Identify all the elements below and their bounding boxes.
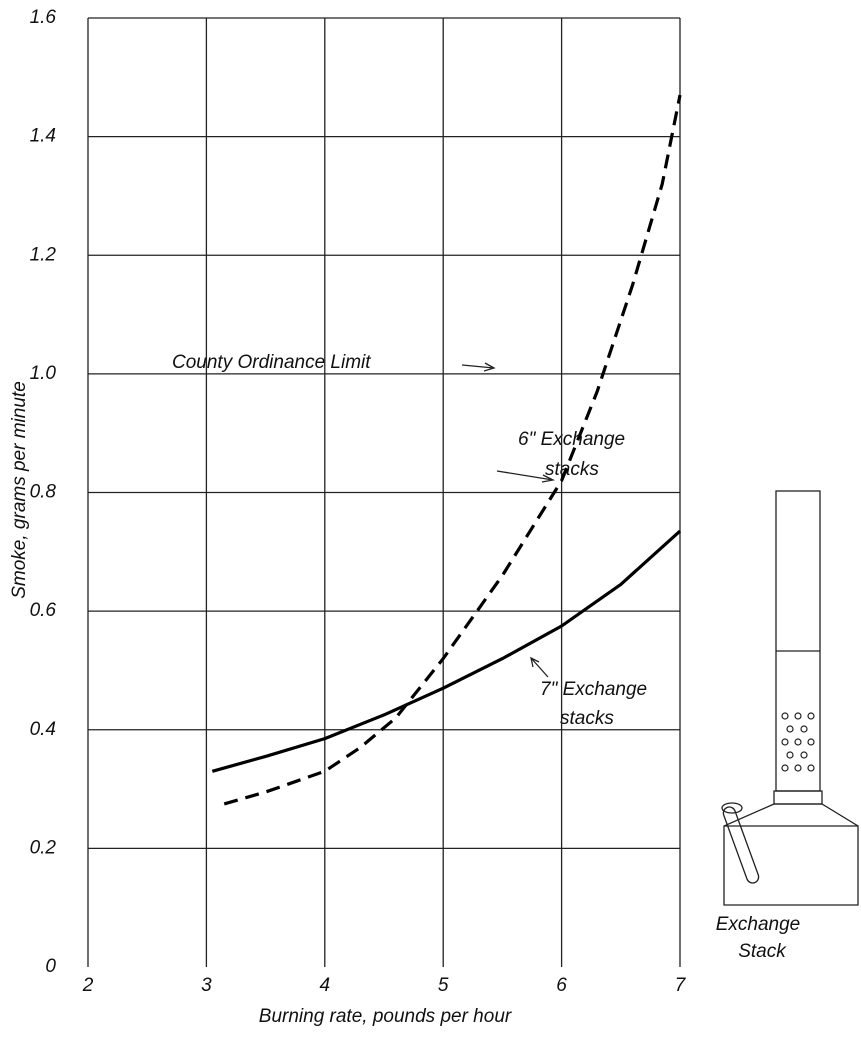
x-tick-label: 4 [320, 975, 331, 996]
arrow [531, 658, 548, 677]
y-tick-label: 0 [45, 956, 56, 977]
annotation: stacks [545, 459, 599, 480]
x-tick-label: 3 [201, 975, 212, 996]
stack-illustration [722, 491, 858, 905]
y-tick-label: 0.6 [30, 600, 57, 621]
y-tick-label: 1.6 [30, 7, 57, 28]
chart: Burning rate, pounds per hour Smoke, gra… [0, 0, 861, 1039]
x-tick-label: 7 [675, 975, 687, 996]
y-tick-label: 1.2 [30, 244, 57, 265]
annotation: stacks [560, 708, 614, 729]
annotation: 7" Exchange [540, 679, 647, 700]
annotation: Stack [738, 941, 787, 962]
y-tick-label: 0.4 [30, 719, 56, 740]
x-tick-label: 2 [82, 975, 94, 996]
series-line [212, 531, 680, 771]
annotation: County Ordinance Limit [172, 352, 371, 373]
y-tick-label: 1.0 [30, 363, 57, 384]
x-tick-label: 6 [556, 975, 567, 996]
y-axis-label: Smoke, grams per minute [9, 381, 30, 599]
y-tick-label: 1.4 [30, 126, 56, 147]
x-tick-label: 5 [438, 975, 449, 996]
x-axis-label: Burning rate, pounds per hour [259, 1006, 512, 1027]
y-tick-label: 0.2 [30, 837, 57, 858]
y-tick-label: 0.8 [30, 482, 57, 503]
annotation: 6" Exchange [518, 429, 625, 450]
arrow [462, 363, 494, 371]
annotation: Exchange [716, 914, 801, 935]
